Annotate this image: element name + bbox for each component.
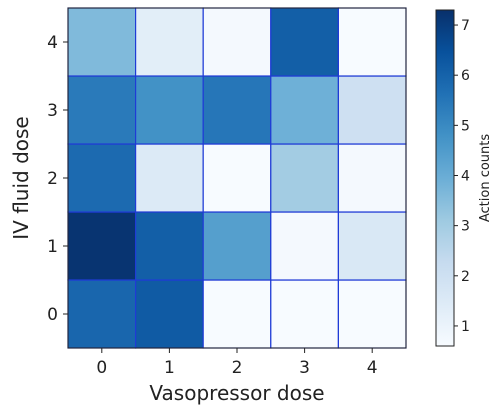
heatmap-cells — [67, 7, 407, 349]
heatmap-cell-r2-c3 — [270, 143, 339, 213]
heatmap-cell-r1-c1 — [135, 211, 204, 281]
heatmap-cell-r0-c4 — [337, 279, 407, 349]
y-tick-label: 4 — [47, 33, 58, 53]
colorbar-tick-label: 5 — [461, 118, 470, 134]
heatmap-cell-r0-c3 — [270, 279, 339, 349]
colorbar-tick-label: 7 — [461, 18, 470, 34]
colorbar: 1 2 3 4 5 6 7 Action counts — [435, 9, 493, 347]
y-axis-ticks: 0 1 2 3 4 — [47, 33, 68, 325]
heatmap-cell-r4-c2 — [202, 7, 272, 77]
heatmap-cell-r1-c4 — [337, 211, 407, 281]
y-tick-label: 3 — [47, 101, 58, 121]
heatmap-cell-r2-c4 — [337, 143, 407, 213]
colorbar-tick-label: 4 — [461, 168, 470, 184]
y-tick-label: 0 — [47, 305, 58, 325]
colorbar-label: Action counts — [478, 134, 493, 223]
heatmap-cell-r2-c1 — [135, 143, 204, 213]
heatmap-cell-r3-c1 — [135, 75, 204, 145]
heatmap-cell-r3-c4 — [337, 75, 407, 145]
heatmap-cell-r1-c2 — [202, 211, 272, 281]
x-tick-label: 1 — [164, 358, 175, 378]
colorbar-tick-label: 1 — [461, 319, 470, 335]
x-tick-label: 0 — [96, 358, 107, 378]
y-axis-label: IV fluid dose — [9, 116, 33, 239]
colorbar-tick-label: 6 — [461, 68, 470, 84]
heatmap-cell-r3-c0 — [67, 75, 137, 145]
heatmap-cell-r3-c3 — [270, 75, 339, 145]
heatmap-cell-r4-c4 — [337, 7, 407, 77]
colorbar-tick-label: 3 — [461, 219, 470, 235]
y-tick-label: 2 — [47, 169, 58, 189]
x-tick-label: 2 — [232, 358, 243, 378]
heatmap-cell-r0-c0 — [67, 279, 137, 349]
heatmap-cell-r4-c1 — [135, 7, 204, 77]
colorbar-tick-label: 2 — [461, 269, 470, 285]
heatmap-cell-r4-c3 — [270, 7, 339, 77]
heatmap-cell-r2-c2 — [202, 143, 272, 213]
colorbar-gradient — [435, 9, 455, 347]
x-axis-label: Vasopressor dose — [149, 381, 324, 405]
heatmap-cell-r1-c0 — [67, 211, 137, 281]
heatmap-cell-r2-c0 — [67, 143, 137, 213]
x-tick-label: 3 — [299, 358, 310, 378]
heatmap-cell-r4-c0 — [67, 7, 137, 77]
colorbar-ticks: 1 2 3 4 5 6 7 — [454, 18, 470, 335]
y-tick-label: 1 — [47, 237, 58, 257]
heatmap-cell-r3-c2 — [202, 75, 272, 145]
x-axis-ticks: 0 1 2 3 4 — [96, 348, 378, 378]
heatmap-cell-r1-c3 — [270, 211, 339, 281]
x-tick-label: 4 — [367, 358, 378, 378]
heatmap-cell-r0-c1 — [135, 279, 204, 349]
heatmap-cell-r0-c2 — [202, 279, 272, 349]
